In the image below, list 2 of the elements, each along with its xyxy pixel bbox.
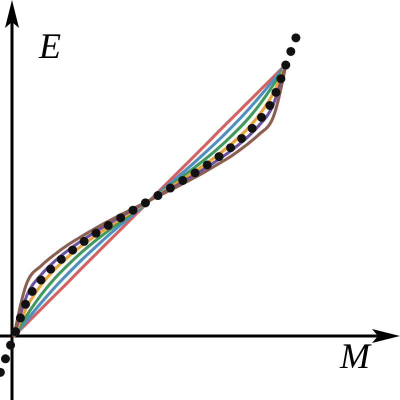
x-axis-title: M (339, 336, 372, 376)
y-axis-title: E (38, 26, 61, 66)
